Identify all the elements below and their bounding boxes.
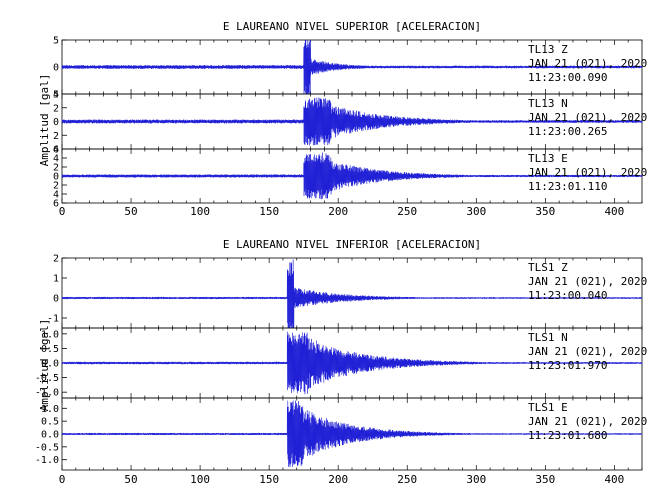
date-label: JAN 21 (021), 2020 <box>528 275 647 288</box>
x-tick-label: 400 <box>604 473 624 486</box>
y-tick-label: 1.0 <box>41 329 59 340</box>
chart-title: E LAUREANO NIVEL SUPERIOR [ACELERACION] <box>223 20 481 33</box>
x-tick-label: 350 <box>535 205 555 218</box>
station-label: TL13 Z <box>528 43 568 56</box>
y-tick-label: 0 <box>53 117 59 128</box>
time-label: 11:23:01.110 <box>528 180 607 193</box>
y-tick-label: 2 <box>53 131 59 142</box>
y-tick-label: 0.0 <box>41 430 59 441</box>
station-label: TLS1 Z <box>528 261 568 274</box>
x-tick-label: 0 <box>59 205 66 218</box>
date-label: JAN 21 (021), 2020 <box>528 345 647 358</box>
date-label: JAN 21 (021), 2020 <box>528 166 647 179</box>
y-tick-label: 6 <box>53 145 59 156</box>
y-tick-label: 0 <box>53 63 59 74</box>
time-label: 11:23:00.265 <box>528 125 607 138</box>
station-label: TLS1 N <box>528 331 568 344</box>
chart-superior: E LAUREANO NIVEL SUPERIOR [ACELERACION] A… <box>38 20 647 218</box>
date-label: JAN 21 (021), 2020 <box>528 57 647 70</box>
x-tick-label: 300 <box>466 473 486 486</box>
y-tick-label: 2 <box>53 103 59 114</box>
station-label: TL13 E <box>528 152 568 165</box>
y-tick-label: 6 <box>53 199 59 210</box>
waveform-trace <box>61 97 643 146</box>
x-tick-label: 50 <box>124 205 137 218</box>
y-tick-label: -0.5 <box>35 442 59 453</box>
y-tick-label: 4 <box>53 190 59 201</box>
x-tick-label: 100 <box>190 473 210 486</box>
y-tick-label: 0 <box>53 172 59 183</box>
time-label: 11:23:00.040 <box>528 289 607 302</box>
waveform-trace <box>61 152 643 200</box>
y-tick-label: 2 <box>53 254 59 265</box>
x-tick-label: 200 <box>328 473 348 486</box>
x-tick-label: 350 <box>535 473 555 486</box>
y-tick-label: 4 <box>53 90 59 101</box>
y-tick-label: 0.5 <box>41 344 59 355</box>
y-axis-label: Amplitud [gal] <box>38 319 51 412</box>
x-tick-label: 150 <box>259 473 279 486</box>
y-tick-label: 5 <box>53 36 59 47</box>
y-tick-label: 2 <box>53 181 59 192</box>
chart-title: E LAUREANO NIVEL INFERIOR [ACELERACION] <box>223 238 481 251</box>
x-tick-label: 300 <box>466 205 486 218</box>
x-tick-label: 250 <box>397 473 417 486</box>
time-label: 11:23:00.090 <box>528 71 607 84</box>
time-label: 11:23:01.680 <box>528 429 607 442</box>
x-tick-label: 400 <box>604 205 624 218</box>
y-tick-label: -1 <box>47 314 59 325</box>
x-tick-label: 150 <box>259 205 279 218</box>
y-tick-label: 4 <box>53 145 59 156</box>
station-label: TL13 N <box>528 97 568 110</box>
y-tick-label: 1.0 <box>41 404 59 415</box>
x-tick-label: 200 <box>328 205 348 218</box>
x-tick-label: 0 <box>59 473 66 486</box>
date-label: JAN 21 (021), 2020 <box>528 415 647 428</box>
y-tick-label: -0.5 <box>35 373 59 384</box>
y-axis-label: Amplitud [gal] <box>38 74 51 167</box>
x-tick-label: 250 <box>397 205 417 218</box>
y-tick-label: 5 <box>53 90 59 101</box>
chart-inferior: E LAUREANO NIVEL INFERIOR [ACELERACION] A… <box>35 238 647 486</box>
y-tick-label: 1 <box>53 274 59 285</box>
y-tick-label: -1.0 <box>35 388 59 399</box>
station-label: TLS1 E <box>528 401 568 414</box>
y-tick-label: -1.0 <box>35 455 59 466</box>
y-tick-label: 0.5 <box>41 417 59 428</box>
x-tick-label: 100 <box>190 205 210 218</box>
time-label: 11:23:01.970 <box>528 359 607 372</box>
date-label: JAN 21 (021), 2020 <box>528 111 647 124</box>
y-tick-label: 0.0 <box>41 359 59 370</box>
y-tick-label: 0 <box>53 294 59 305</box>
x-tick-label: 50 <box>124 473 137 486</box>
y-tick-label: 4 <box>53 154 59 165</box>
y-tick-label: 2 <box>53 163 59 174</box>
